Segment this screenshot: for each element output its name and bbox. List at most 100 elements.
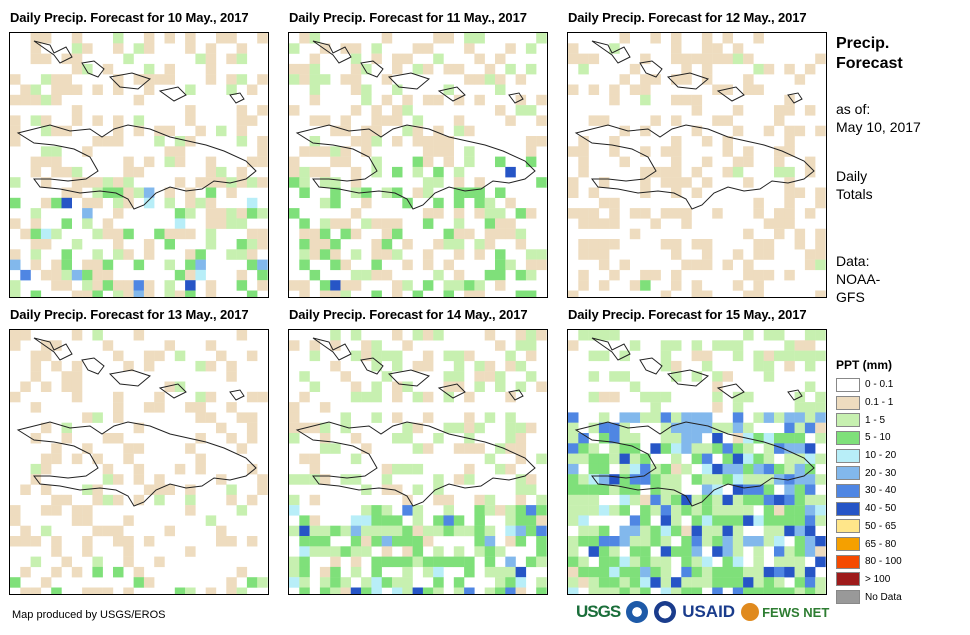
precip-cell — [113, 249, 124, 260]
precip-cell — [412, 546, 424, 557]
precip-cell — [350, 381, 362, 392]
precip-cell — [257, 259, 268, 271]
precip-cell — [815, 422, 826, 434]
precip-cell — [629, 208, 641, 219]
precip-cell — [113, 350, 124, 362]
precip-cell — [619, 259, 630, 271]
precip-cell — [568, 587, 579, 594]
precip-cell — [578, 556, 589, 568]
precip-cell — [443, 63, 454, 75]
precip-cell — [588, 249, 600, 260]
precip-cell — [701, 239, 713, 250]
precip-cell — [330, 443, 341, 454]
panel-title-5: Daily Precip. Forecast for 14 May., 2017 — [289, 307, 528, 322]
precip-cell — [505, 228, 516, 240]
usgs-logo: USGS — [576, 602, 621, 621]
precip-cell — [10, 290, 21, 297]
precip-cell — [815, 249, 826, 260]
precip-cell — [226, 249, 237, 260]
precip-cell — [257, 474, 268, 485]
daily-line1: Daily — [836, 168, 868, 184]
precip-cell — [309, 525, 321, 537]
precip-cell — [474, 53, 485, 65]
precip-cell — [815, 546, 826, 557]
precip-cell — [246, 259, 258, 271]
precip-cell — [71, 33, 83, 44]
precip-cell — [340, 259, 351, 271]
precip-cell — [609, 505, 620, 516]
precip-cell — [815, 577, 826, 588]
precip-cell — [629, 340, 641, 351]
precip-cell — [205, 360, 217, 372]
precip-cell — [422, 249, 434, 260]
precip-cell — [392, 53, 403, 65]
coastline — [312, 40, 352, 64]
precip-cell — [433, 94, 444, 106]
precip-cell — [40, 115, 52, 126]
precip-cell — [402, 125, 413, 137]
precip-cell — [113, 494, 124, 506]
precip-cell — [701, 412, 713, 423]
precip-cell — [598, 525, 610, 537]
precip-cell — [629, 494, 641, 506]
precip-cell — [319, 422, 331, 434]
precip-cell — [412, 360, 424, 372]
precip-cell — [453, 249, 465, 260]
precip-cell — [691, 525, 703, 537]
precip-cell — [185, 290, 196, 297]
precip-cell — [123, 556, 134, 568]
map-panel-5 — [288, 329, 548, 595]
precip-cell — [299, 187, 310, 198]
precip-cell — [536, 94, 547, 106]
precip-cell — [381, 228, 393, 240]
precip-cell — [371, 53, 382, 65]
precip-cell — [536, 136, 547, 147]
precip-cell — [743, 259, 754, 271]
precip-cell — [371, 536, 382, 547]
precip-cell — [330, 566, 341, 578]
legend-item: 65 - 80 — [836, 535, 902, 553]
precip-cell — [671, 546, 682, 557]
precip-cell — [40, 239, 52, 250]
precip-cell — [505, 197, 516, 209]
precip-cell — [257, 391, 268, 403]
precip-cell — [484, 453, 496, 465]
map-panel-6 — [567, 329, 827, 595]
coastline — [437, 86, 466, 102]
precip-cell — [30, 156, 42, 168]
precip-cell — [640, 53, 651, 65]
precip-cell — [712, 494, 723, 506]
precip-cell — [578, 136, 589, 147]
precip-cell — [671, 136, 682, 147]
precip-cell — [568, 433, 579, 444]
precip-cell — [815, 125, 826, 137]
precip-cell — [474, 525, 485, 537]
precip-cell — [609, 443, 620, 454]
precip-cell — [484, 546, 496, 557]
precip-cell — [743, 177, 754, 188]
precip-cell — [815, 474, 826, 485]
precip-cell — [154, 74, 165, 85]
precip-cell — [371, 249, 382, 260]
precip-cell — [236, 239, 248, 250]
precip-cell — [578, 474, 589, 485]
precip-cell — [164, 125, 175, 137]
precip-cell — [804, 156, 816, 168]
precip-cell — [598, 484, 610, 495]
precip-cell — [568, 484, 579, 495]
precip-cell — [784, 218, 795, 229]
coastline — [360, 60, 384, 78]
precip-cell — [743, 453, 754, 465]
precip-cell — [412, 525, 424, 537]
precip-cell — [453, 443, 465, 454]
precip-cell — [309, 84, 321, 95]
precip-cell — [309, 166, 321, 178]
precip-cell — [588, 474, 600, 485]
precip-cell — [568, 577, 579, 588]
precip-cell — [774, 218, 785, 229]
precip-cell — [61, 556, 72, 568]
precip-cell — [433, 33, 444, 44]
precip-cell — [143, 187, 155, 198]
precip-cell — [30, 290, 42, 297]
precip-cell — [174, 290, 186, 297]
